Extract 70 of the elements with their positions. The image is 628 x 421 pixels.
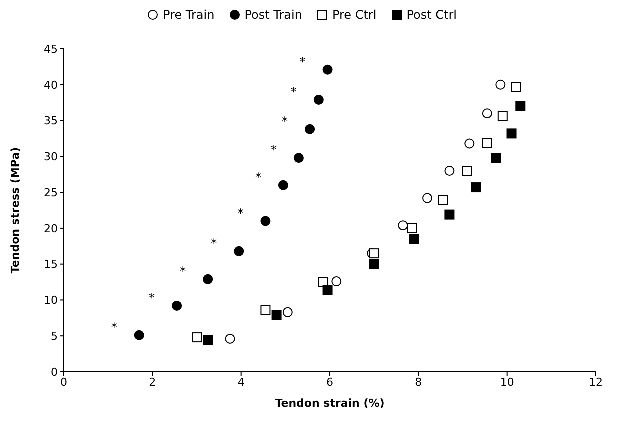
annotation: * (282, 114, 288, 128)
annotation: * (238, 206, 244, 220)
annotation: * (270, 143, 277, 158)
point (444, 166, 455, 176)
legend-label: Post Ctrl (406, 8, 457, 22)
point (322, 64, 333, 75)
x-tick-label: 0 (60, 376, 68, 389)
point (438, 195, 448, 206)
y-tick-label: 15 (44, 258, 58, 272)
x-tick-label: 4 (238, 376, 245, 389)
point (516, 101, 526, 112)
point (398, 220, 408, 231)
x-tick-label: 12 (589, 376, 603, 389)
y-tick-label: 40 (44, 78, 58, 92)
point (234, 246, 244, 256)
point (422, 193, 433, 204)
y-tick-label: 0 (51, 366, 58, 379)
point (511, 82, 522, 92)
y-tick-label: 10 (44, 294, 58, 308)
y-tick-label: 45 (44, 42, 58, 56)
point (482, 138, 492, 148)
point (498, 111, 508, 122)
point (294, 153, 304, 164)
y-tick-label: 5 (51, 330, 58, 344)
y-tick-label: 35 (44, 114, 58, 128)
annotation: * (300, 54, 306, 69)
point (322, 285, 333, 296)
y-axis-title: Tendon stress (MPa) (9, 147, 22, 274)
point (203, 335, 214, 346)
y-tick-label: 25 (44, 186, 58, 200)
x-tick-label: 6 (326, 376, 334, 389)
annotation: * (211, 236, 218, 250)
point (192, 332, 202, 343)
y-tick-label: 30 (44, 150, 58, 164)
point (225, 334, 236, 344)
annotation: * (180, 264, 186, 278)
point (506, 128, 517, 139)
point (203, 274, 214, 284)
y-tick-label: 20 (44, 222, 58, 236)
point (172, 300, 182, 311)
point (471, 182, 482, 193)
point (464, 138, 475, 149)
point (332, 276, 342, 287)
annotation: * (111, 320, 118, 334)
point (409, 234, 420, 244)
point (496, 80, 506, 90)
point (491, 153, 502, 164)
point (482, 108, 492, 119)
point (369, 259, 380, 270)
point (278, 180, 288, 190)
point (462, 166, 472, 176)
point (282, 307, 293, 318)
x-tick-label: 10 (500, 376, 514, 389)
annotation: * (255, 170, 262, 184)
point (272, 310, 282, 320)
annotation: * (149, 290, 156, 305)
point (260, 305, 271, 316)
legend-label: Pre Train (163, 8, 215, 22)
x-axis-title: Tendon strain (%) (275, 397, 385, 410)
point (260, 216, 271, 226)
legend-label: Pre Ctrl (332, 8, 377, 22)
point (407, 223, 418, 234)
legend-label: Post Train (244, 8, 302, 22)
point (314, 94, 324, 105)
point (134, 330, 144, 340)
point (305, 124, 316, 134)
point (444, 210, 455, 220)
x-tick-label: 2 (149, 376, 156, 389)
annotation: * (290, 84, 297, 99)
x-tick-label: 8 (415, 376, 422, 389)
